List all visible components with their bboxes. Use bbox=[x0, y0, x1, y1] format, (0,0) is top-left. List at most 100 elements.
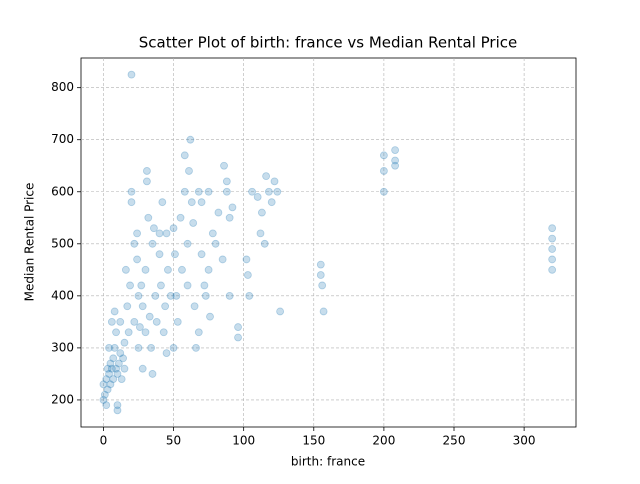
point bbox=[228, 203, 237, 212]
point bbox=[148, 239, 157, 248]
x-tick-label: 300 bbox=[513, 434, 536, 448]
point bbox=[107, 364, 116, 373]
point bbox=[157, 281, 165, 290]
point bbox=[220, 161, 228, 170]
point bbox=[183, 239, 192, 248]
x-tick-label: 100 bbox=[232, 434, 255, 448]
point bbox=[379, 187, 388, 196]
point bbox=[120, 338, 129, 347]
point bbox=[150, 224, 158, 233]
point bbox=[116, 349, 125, 357]
point bbox=[102, 375, 111, 384]
point bbox=[187, 198, 196, 207]
point bbox=[318, 281, 327, 290]
point bbox=[161, 302, 170, 311]
point bbox=[222, 177, 231, 186]
x-tick-label: 0 bbox=[100, 434, 108, 448]
point bbox=[133, 229, 141, 238]
point bbox=[194, 328, 203, 337]
point bbox=[151, 291, 160, 300]
point bbox=[119, 354, 127, 363]
point bbox=[214, 208, 223, 217]
point bbox=[548, 265, 557, 274]
point bbox=[130, 317, 139, 326]
point bbox=[107, 317, 116, 326]
point bbox=[222, 187, 231, 196]
point bbox=[190, 302, 199, 311]
x-tick-label: 50 bbox=[166, 434, 181, 448]
point bbox=[134, 343, 143, 352]
point bbox=[124, 328, 133, 337]
point bbox=[113, 370, 122, 378]
x-tick-label: 150 bbox=[302, 434, 325, 448]
point bbox=[109, 375, 118, 384]
point bbox=[130, 239, 139, 248]
point bbox=[164, 265, 172, 274]
x-tick-label: 250 bbox=[443, 434, 466, 448]
point bbox=[391, 156, 400, 165]
point bbox=[176, 213, 185, 222]
point bbox=[178, 265, 186, 274]
point bbox=[185, 167, 193, 175]
point bbox=[201, 291, 210, 300]
y-axis-label: Median Rental Price bbox=[23, 183, 37, 302]
point bbox=[169, 343, 178, 352]
point bbox=[248, 187, 256, 196]
point bbox=[106, 380, 115, 389]
point bbox=[103, 364, 112, 373]
point bbox=[173, 317, 182, 326]
point bbox=[134, 291, 143, 300]
point bbox=[152, 317, 161, 326]
point bbox=[148, 370, 157, 378]
point bbox=[113, 401, 122, 410]
point bbox=[137, 281, 146, 290]
point bbox=[159, 328, 168, 337]
point bbox=[138, 364, 147, 373]
y-tick-label: 500 bbox=[51, 236, 74, 250]
point bbox=[121, 265, 130, 274]
point bbox=[262, 172, 270, 181]
point bbox=[113, 406, 122, 415]
point bbox=[105, 370, 113, 378]
point bbox=[123, 302, 132, 311]
point bbox=[273, 187, 282, 196]
point bbox=[206, 312, 214, 321]
point bbox=[218, 255, 227, 264]
x-tick-label: 200 bbox=[372, 434, 395, 448]
point bbox=[117, 375, 126, 384]
point bbox=[109, 354, 118, 363]
point bbox=[166, 291, 175, 300]
point bbox=[243, 271, 252, 279]
point bbox=[197, 250, 206, 259]
point bbox=[194, 187, 203, 196]
point bbox=[379, 151, 388, 160]
point bbox=[172, 291, 181, 300]
y-tick-label: 300 bbox=[51, 340, 74, 354]
point bbox=[171, 250, 179, 259]
point bbox=[267, 198, 276, 207]
point bbox=[234, 333, 242, 342]
point bbox=[225, 291, 234, 300]
point bbox=[189, 219, 198, 227]
point bbox=[99, 396, 108, 404]
point bbox=[253, 193, 262, 201]
point bbox=[379, 167, 388, 175]
point bbox=[162, 229, 171, 238]
point bbox=[112, 364, 120, 373]
point bbox=[143, 167, 151, 175]
point bbox=[158, 198, 167, 207]
x-axis-label: birth: france bbox=[291, 455, 365, 469]
point bbox=[242, 255, 251, 264]
point bbox=[316, 260, 325, 269]
point bbox=[100, 390, 109, 399]
point bbox=[155, 229, 164, 238]
point bbox=[319, 307, 328, 316]
y-tick-label: 600 bbox=[51, 184, 74, 198]
point bbox=[144, 213, 153, 222]
point bbox=[548, 255, 557, 264]
point bbox=[169, 224, 178, 233]
point bbox=[127, 70, 136, 79]
point bbox=[256, 229, 265, 238]
point bbox=[548, 245, 557, 253]
